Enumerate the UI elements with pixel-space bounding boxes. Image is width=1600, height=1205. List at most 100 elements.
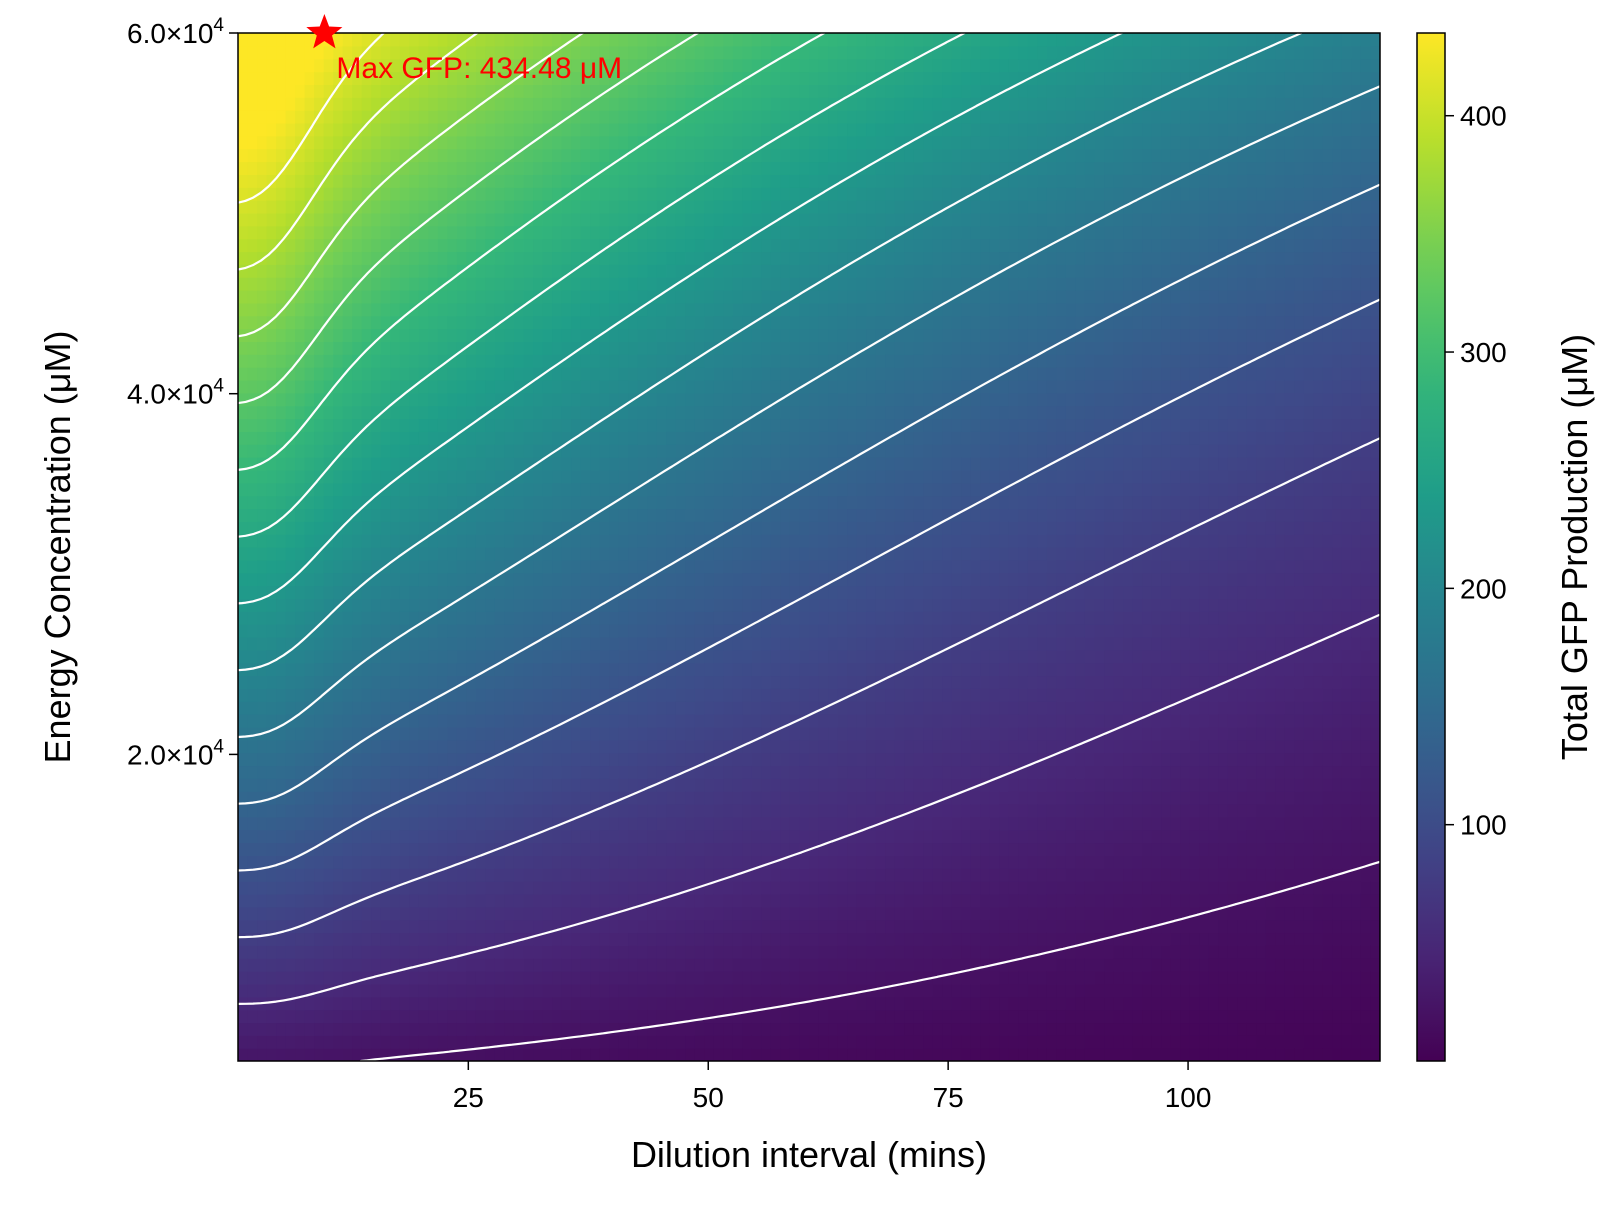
heatmap-cell — [618, 392, 629, 407]
heatmap-cell — [257, 662, 268, 677]
heatmap-cell — [266, 482, 277, 497]
heatmap-cell — [561, 752, 572, 767]
heatmap-cell — [513, 559, 525, 574]
heatmap-cell — [685, 868, 696, 882]
heatmap-cell — [513, 765, 525, 779]
heatmap-cell — [276, 971, 287, 985]
heatmap-cell — [504, 200, 515, 214]
heatmap-cell — [466, 855, 477, 869]
heatmap-cell — [399, 624, 410, 638]
heatmap-cell — [770, 996, 782, 1011]
heatmap-cell — [513, 752, 525, 767]
heatmap-cell — [580, 1035, 591, 1049]
heatmap-cell — [295, 110, 306, 124]
heatmap-cell — [685, 302, 696, 317]
heatmap-cell — [513, 881, 525, 895]
heatmap-cell — [809, 122, 820, 137]
heatmap-cell — [314, 906, 325, 921]
heatmap-cell — [637, 33, 648, 47]
heatmap-cell — [409, 765, 420, 779]
heatmap-cell — [428, 290, 439, 304]
heatmap-cell — [352, 135, 363, 150]
heatmap-cell — [818, 379, 829, 394]
heatmap-cell — [494, 122, 506, 137]
heatmap-cell — [504, 277, 515, 291]
heatmap-cell — [371, 636, 382, 651]
heatmap-cell — [456, 649, 467, 664]
heatmap-cell — [418, 45, 429, 60]
heatmap-cell — [485, 277, 496, 291]
heatmap-cell — [580, 328, 591, 342]
heatmap-cell — [456, 135, 467, 150]
heatmap-cell — [675, 508, 686, 522]
heatmap-cell — [238, 315, 249, 330]
heatmap-cell — [418, 791, 429, 805]
heatmap-cell — [447, 405, 458, 420]
heatmap-cell — [333, 58, 344, 73]
heatmap-cell — [238, 932, 249, 946]
heatmap-cell — [761, 482, 772, 497]
heatmap-cell — [609, 469, 620, 484]
heatmap-cell — [675, 1035, 686, 1049]
heatmap-cell — [656, 1009, 667, 1024]
heatmap-cell — [371, 469, 382, 484]
heatmap-cell — [571, 45, 582, 60]
heatmap-cell — [304, 315, 315, 330]
heatmap-cell — [675, 212, 686, 227]
heatmap-cell — [580, 341, 591, 355]
heatmap-cell — [342, 739, 353, 754]
heatmap-cell — [466, 508, 477, 522]
heatmap-cell — [437, 97, 448, 111]
heatmap-cell — [590, 187, 601, 201]
heatmap-cell — [723, 662, 734, 677]
heatmap-cell — [723, 238, 734, 253]
heatmap-cell — [437, 277, 448, 291]
heatmap-cell — [818, 675, 829, 689]
heatmap-cell — [390, 508, 401, 522]
heatmap-cell — [571, 559, 582, 574]
heatmap-cell — [599, 367, 610, 381]
heatmap-cell — [523, 868, 534, 882]
heatmap-cell — [314, 726, 325, 741]
heatmap-cell — [647, 469, 658, 484]
heatmap-cell — [828, 906, 839, 921]
heatmap-cell — [742, 1048, 753, 1061]
heatmap-cell — [637, 945, 648, 959]
heatmap-cell — [399, 1048, 410, 1061]
heatmap-cell — [494, 482, 506, 497]
heatmap-cell — [257, 225, 268, 240]
heatmap-cell — [485, 958, 496, 972]
heatmap-cell — [475, 379, 487, 394]
heatmap-cell — [504, 508, 515, 522]
heatmap-cell — [285, 225, 296, 240]
heatmap-cell — [723, 290, 734, 304]
heatmap-cell — [352, 161, 363, 175]
heatmap-cell — [809, 495, 820, 510]
heatmap-cell — [675, 135, 686, 150]
heatmap-cell — [447, 816, 458, 831]
heatmap-cell — [418, 919, 429, 934]
heatmap-cell — [647, 418, 658, 432]
heatmap-cell — [266, 881, 277, 895]
heatmap-cell — [390, 418, 401, 432]
heatmap-cell — [437, 958, 448, 972]
heatmap-cell — [418, 855, 429, 869]
heatmap-cell — [742, 945, 753, 959]
heatmap-cell — [818, 315, 829, 330]
heatmap-cell — [609, 341, 620, 355]
heatmap-cell — [257, 572, 268, 587]
heatmap-cell — [809, 611, 820, 625]
heatmap-cell — [276, 174, 287, 188]
heatmap-cell — [694, 405, 705, 420]
heatmap-cell — [694, 1048, 705, 1061]
heatmap-cell — [513, 1022, 525, 1036]
heatmap-cell — [809, 868, 820, 882]
heatmap-cell — [590, 315, 601, 330]
heatmap-cell — [656, 392, 667, 407]
heatmap-cell — [742, 444, 753, 458]
heatmap-cell — [513, 225, 525, 240]
heatmap-cell — [609, 1048, 620, 1061]
heatmap-cell — [590, 971, 601, 985]
heatmap-cell — [723, 302, 734, 317]
heatmap-cell — [561, 161, 572, 175]
